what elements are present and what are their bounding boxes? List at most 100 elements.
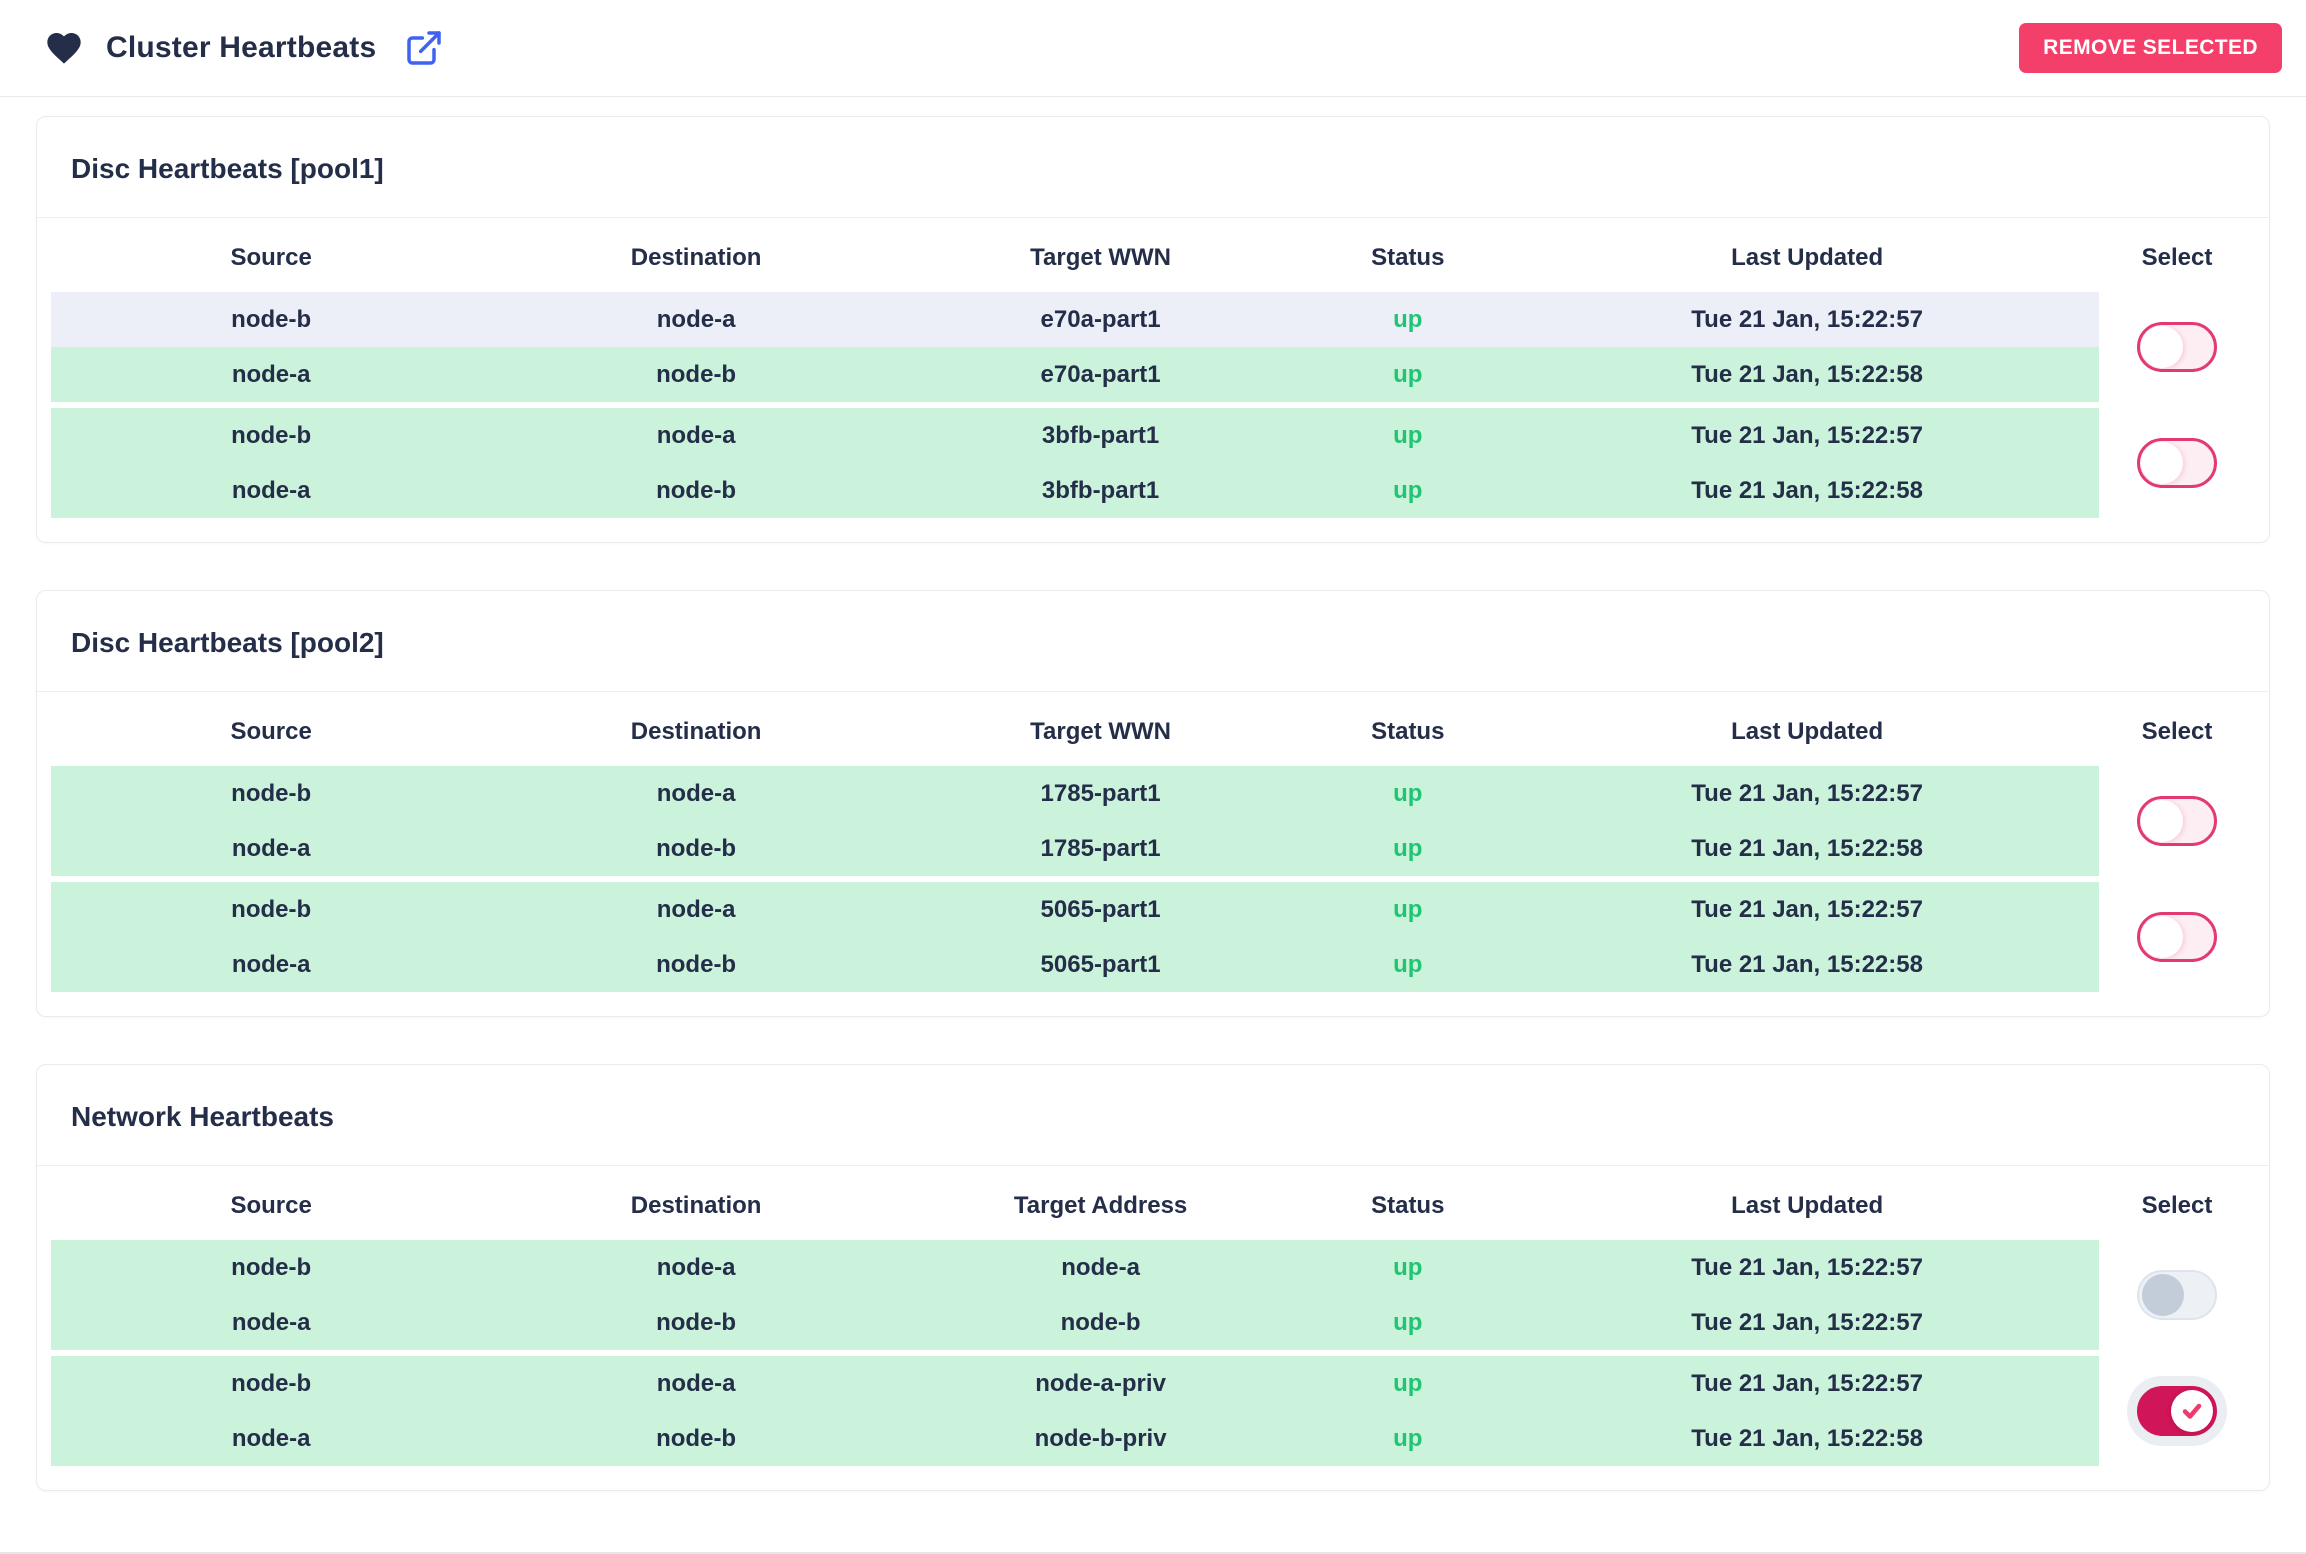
cell-status: up	[1393, 360, 1423, 388]
heartbeat-pair: node-b node-a 3bfb-part1 up Tue 21 Jan, …	[51, 408, 2255, 518]
cell-status: up	[1393, 476, 1423, 504]
select-toggle[interactable]	[2137, 438, 2217, 488]
cell-updated: Tue 21 Jan, 15:22:57	[1691, 305, 1923, 333]
cell-source: node-a	[231, 360, 311, 388]
table-row: node-a node-b 3bfb-part1 up Tue 21 Jan, …	[51, 463, 2099, 518]
column-header-status: Status	[1371, 718, 1445, 745]
heartbeat-table: Source Destination Target WWN Status Las…	[37, 692, 2269, 992]
cell-updated: Tue 21 Jan, 15:22:58	[1691, 834, 1923, 862]
remove-selected-button[interactable]: REMOVE SELECTED	[2019, 23, 2282, 73]
column-header-destination: Destination	[630, 1192, 762, 1219]
column-header-source: Source	[230, 244, 312, 271]
heartbeat-pair: node-b node-a 5065-part1 up Tue 21 Jan, …	[51, 882, 2255, 992]
cell-status: up	[1393, 1369, 1423, 1397]
cell-status: up	[1393, 895, 1423, 923]
column-header-updated: Last Updated	[1731, 1192, 1884, 1219]
cell-destination: node-a	[656, 305, 736, 333]
cell-target: 1785-part1	[1040, 834, 1161, 862]
cell-updated: Tue 21 Jan, 15:22:57	[1691, 421, 1923, 449]
section-title: Disc Heartbeats [pool1]	[71, 153, 384, 184]
cell-target: 3bfb-part1	[1041, 421, 1160, 449]
column-header-target: Target WWN	[1030, 244, 1172, 271]
cell-target: 3bfb-part1	[1041, 476, 1160, 504]
cell-source: node-b	[231, 1253, 312, 1281]
cell-source: node-b	[231, 895, 312, 923]
table-row: node-b node-a node-a-priv up Tue 21 Jan,…	[51, 1356, 2099, 1411]
toggle-knob	[2141, 442, 2183, 484]
cell-updated: Tue 21 Jan, 15:22:57	[1691, 1369, 1923, 1397]
section-network-heartbeats: Network Heartbeats Source Destination Ta…	[36, 1064, 2270, 1491]
top-bar: Cluster Heartbeats REMOVE SELECTED	[0, 0, 2306, 97]
table-header-row: Source Destination Target WWN Status Las…	[51, 692, 2255, 766]
column-header-target: Target Address	[1013, 1192, 1188, 1219]
table-header-row: Source Destination Target WWN Status Las…	[51, 218, 2255, 292]
select-toggle[interactable]	[2137, 912, 2217, 962]
column-header-select: Select	[2141, 244, 2213, 271]
cell-source: node-b	[231, 421, 312, 449]
cell-destination: node-b	[656, 1308, 737, 1336]
cell-status: up	[1393, 305, 1423, 333]
table-row: node-b node-a 3bfb-part1 up Tue 21 Jan, …	[51, 408, 2099, 463]
cell-destination: node-b	[656, 476, 737, 504]
cell-updated: Tue 21 Jan, 15:22:58	[1691, 360, 1923, 388]
select-toggle[interactable]	[2137, 1386, 2217, 1436]
select-toggle[interactable]	[2137, 1270, 2217, 1320]
divider	[37, 1165, 2269, 1166]
cell-source: node-a	[231, 834, 311, 862]
external-link-icon[interactable]	[404, 28, 444, 68]
cell-status: up	[1393, 1308, 1423, 1336]
cell-target: node-a	[1061, 1253, 1140, 1281]
cell-status: up	[1393, 834, 1423, 862]
main-content: Disc Heartbeats [pool1] Source Destinati…	[0, 97, 2306, 1491]
select-toggle[interactable]	[2137, 322, 2217, 372]
cell-updated: Tue 21 Jan, 15:22:58	[1691, 476, 1923, 504]
cell-status: up	[1393, 1253, 1423, 1281]
cell-target: node-a-priv	[1035, 1369, 1166, 1397]
cell-status: up	[1393, 950, 1423, 978]
column-header-destination: Destination	[630, 244, 762, 271]
table-header-row: Source Destination Target Address Status…	[51, 1166, 2255, 1240]
cell-target: e70a-part1	[1040, 360, 1161, 388]
cell-target: 5065-part1	[1040, 950, 1161, 978]
cell-source: node-b	[231, 1369, 312, 1397]
section-title: Network Heartbeats	[71, 1101, 334, 1132]
table-row: node-a node-b 1785-part1 up Tue 21 Jan, …	[51, 821, 2099, 876]
cell-source: node-a	[231, 1308, 311, 1336]
cell-updated: Tue 21 Jan, 15:22:57	[1691, 895, 1923, 923]
cell-destination: node-b	[656, 950, 737, 978]
cell-source: node-a	[231, 476, 311, 504]
cell-target: node-b	[1060, 1308, 1141, 1336]
cell-status: up	[1393, 779, 1423, 807]
table-row: node-a node-b node-b-priv up Tue 21 Jan,…	[51, 1411, 2099, 1466]
cell-target: 5065-part1	[1040, 895, 1161, 923]
divider	[37, 691, 2269, 692]
cell-target: node-b-priv	[1034, 1424, 1167, 1452]
toggle-knob	[2141, 916, 2183, 958]
column-header-destination: Destination	[630, 718, 762, 745]
cell-destination: node-b	[656, 834, 737, 862]
select-toggle[interactable]	[2137, 796, 2217, 846]
table-row: node-a node-b node-b up Tue 21 Jan, 15:2…	[51, 1295, 2099, 1350]
table-row: node-b node-a 5065-part1 up Tue 21 Jan, …	[51, 882, 2099, 937]
table-row: node-b node-a node-a up Tue 21 Jan, 15:2…	[51, 1240, 2099, 1295]
cell-updated: Tue 21 Jan, 15:22:58	[1691, 950, 1923, 978]
column-header-status: Status	[1371, 1192, 1445, 1219]
cell-target: 1785-part1	[1040, 779, 1161, 807]
page-title: Cluster Heartbeats	[106, 31, 377, 64]
heartbeat-pair: node-b node-a node-a-priv up Tue 21 Jan,…	[51, 1356, 2255, 1466]
cell-status: up	[1393, 1424, 1423, 1452]
heartbeat-table: Source Destination Target Address Status…	[37, 1166, 2269, 1466]
column-header-source: Source	[230, 1192, 312, 1219]
table-row: node-b node-a e70a-part1 up Tue 21 Jan, …	[51, 292, 2099, 347]
column-header-target: Target WWN	[1030, 718, 1172, 745]
check-icon	[2182, 1403, 2202, 1419]
cell-source: node-a	[231, 1424, 311, 1452]
column-header-updated: Last Updated	[1731, 244, 1884, 271]
cell-source: node-b	[231, 305, 312, 333]
table-row: node-a node-b e70a-part1 up Tue 21 Jan, …	[51, 347, 2099, 402]
cell-destination: node-a	[656, 779, 736, 807]
section-title: Disc Heartbeats [pool2]	[71, 627, 384, 658]
cell-destination: node-a	[656, 895, 736, 923]
table-row: node-a node-b 5065-part1 up Tue 21 Jan, …	[51, 937, 2099, 992]
